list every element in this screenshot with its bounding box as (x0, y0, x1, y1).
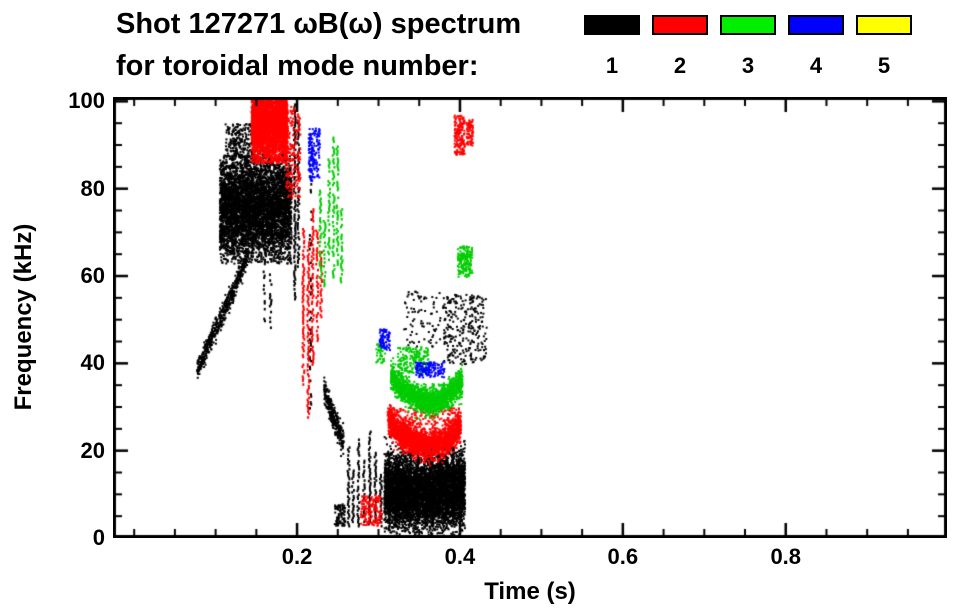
x-tick-label-0.4: 0.4 (444, 544, 476, 569)
x-tick-label-0.8: 0.8 (770, 544, 802, 569)
legend-label-n2: 2 (673, 53, 687, 78)
figure-subtitle: for toroidal mode number: (116, 50, 479, 82)
legend-labels: 1 2 3 4 5 (584, 53, 912, 79)
legend-label-n1: 1 (605, 53, 619, 78)
y-axis-label: Frequency (kHz) (10, 223, 37, 411)
legend-label-n4: 4 (809, 53, 823, 78)
legend-swatch-n4 (788, 15, 844, 35)
y-tick-label-40: 40 (80, 350, 105, 376)
plot-area (113, 97, 947, 538)
legend-label-n5: 5 (877, 53, 891, 78)
y-tick-label-100: 100 (68, 88, 105, 114)
y-tick-label-80: 80 (80, 175, 105, 201)
x-axis-label: Time (s) (484, 578, 576, 605)
x-tick-label-0.2: 0.2 (281, 544, 313, 569)
legend-label-n3: 3 (741, 53, 755, 78)
y-tick-label-0: 0 (92, 525, 105, 550)
x-tick-label-0.6: 0.6 (607, 544, 639, 569)
legend-swatch-n3 (720, 15, 776, 35)
legend (584, 15, 912, 35)
legend-swatch-n2 (652, 15, 708, 35)
figure-title: Shot 127271 ωB(ω) spectrum (116, 8, 522, 40)
y-tick-label-20: 20 (80, 437, 105, 463)
y-tick-label-60: 60 (80, 263, 105, 289)
legend-swatch-n1 (584, 15, 640, 35)
legend-swatch-n5 (856, 15, 912, 35)
